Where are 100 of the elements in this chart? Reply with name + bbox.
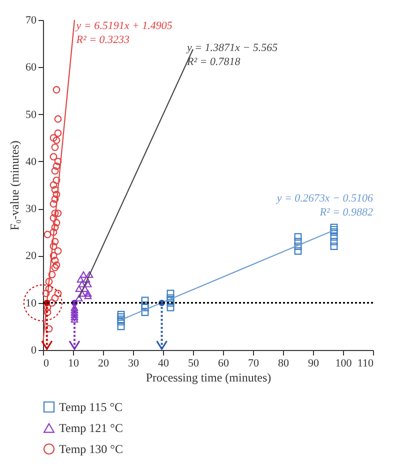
point [45,325,53,332]
point [141,296,149,304]
y-tick-label: 70 [26,14,37,26]
point [141,304,149,312]
point [84,280,92,288]
point [54,210,62,217]
annotation: y = 6.5191x + 1.4905 R² = 0.3233 [75,20,173,46]
point [50,181,58,189]
point [50,252,58,260]
point [50,242,58,250]
point [70,314,78,320]
y-tick-label: 20 [26,250,37,262]
point [52,162,60,170]
point [330,228,338,236]
point [54,290,62,298]
point [54,158,62,166]
point [294,247,302,255]
x-tick-label: 50 [188,358,200,370]
point [51,238,59,246]
point [117,313,125,321]
point [52,136,60,144]
point [117,322,125,330]
x-tick-label: 60 [218,358,230,370]
point [78,280,86,288]
point [51,210,59,217]
point [51,294,59,302]
x-tick-label: 0 [44,358,50,370]
point [82,276,90,283]
point [54,115,62,123]
point [166,304,174,312]
point [330,233,338,241]
point [86,271,94,278]
point [50,214,58,222]
y-tick-label: 50 [26,108,37,121]
point [50,134,58,142]
point [54,129,62,137]
y-axis-title: F₀-value (minutes) [8,140,22,230]
point [70,316,78,323]
x-tick-label: 80 [278,358,290,370]
y-tick-label: 10 [26,297,37,310]
x-tick-label: 40 [158,358,170,370]
point [70,308,78,316]
point [44,230,52,238]
point [166,290,174,298]
point [52,86,60,94]
legend-label: Temp 130 °C [59,442,123,456]
point [51,195,59,203]
point [42,290,50,298]
point [54,247,62,255]
point [51,167,59,175]
point [51,186,59,194]
point [44,308,52,316]
x-tick-label: 20 [98,358,110,370]
point [75,285,83,292]
point [294,242,302,250]
point [76,276,84,283]
x-tick-label: 100 [335,358,352,370]
point [50,200,58,208]
point [294,233,302,241]
point [51,224,59,232]
annotation: y = 1.3871x − 5.565 R² = 0.7818 [186,42,278,68]
point [70,306,78,314]
point [330,238,338,246]
point [48,299,56,307]
y-tick-label: 60 [26,62,37,74]
point [52,261,60,269]
point [166,296,174,304]
x-tick-label: 70 [248,358,260,370]
point [48,270,56,278]
point [52,190,60,198]
y-tick-label: 0 [31,344,37,356]
point [45,285,53,292]
point [294,238,302,246]
point [141,302,149,309]
annotation: y = 0.2673x − 0.5106 R² = 0.9882 [276,192,374,219]
point [80,271,88,278]
x-tick-label: 10 [68,358,80,370]
point [84,290,92,297]
point [50,153,58,160]
point [141,308,149,316]
point [117,318,125,326]
point [51,264,59,272]
point [45,278,53,286]
point [52,219,60,226]
point [330,226,338,234]
legend-label: Temp 115 °C [59,400,123,414]
point [51,144,59,151]
x-tick-label: 30 [128,358,140,370]
x-tick-label: 90 [308,358,320,370]
point [84,292,92,300]
point [52,176,60,184]
x-axis-title: Processing time (minutes) [146,370,272,384]
point [117,310,125,318]
point [330,224,338,232]
point [78,290,86,297]
point [50,228,58,236]
point [117,316,125,324]
point [330,242,338,250]
legend-label: Temp 121 °C [59,421,123,435]
x-tick-label: 110 [357,358,374,370]
